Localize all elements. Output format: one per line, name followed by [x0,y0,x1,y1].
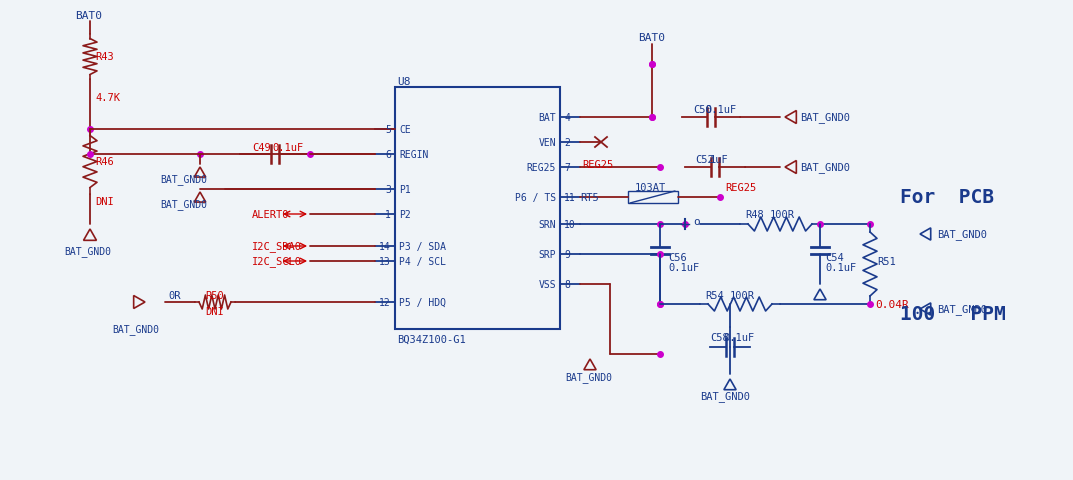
Text: BQ34Z100-G1: BQ34Z100-G1 [397,334,466,344]
Text: BAT_GND0: BAT_GND0 [565,372,612,383]
Text: 0.1uF: 0.1uF [705,105,736,115]
Text: 3: 3 [385,185,391,194]
Text: DNI: DNI [205,306,224,316]
Text: REG25: REG25 [527,163,556,173]
Text: 4.7K: 4.7K [95,93,120,103]
Text: C56: C56 [668,252,687,263]
Text: C54: C54 [825,252,843,263]
Text: BAT_GND0: BAT_GND0 [800,112,850,123]
Text: SRP: SRP [539,250,556,260]
Text: C58: C58 [710,332,729,342]
Text: P2: P2 [399,210,411,219]
Text: 11: 11 [564,192,576,203]
Text: 7: 7 [564,163,570,173]
Text: BAT_GND0: BAT_GND0 [700,391,750,402]
Text: 100R: 100R [770,210,795,219]
Text: 103AT: 103AT [635,182,666,192]
Text: REGIN: REGIN [399,150,428,160]
Text: o: o [693,216,700,227]
Text: VEN: VEN [539,138,556,148]
Text: 100R: 100R [730,290,755,300]
Text: 13: 13 [379,256,391,266]
Text: CE: CE [399,125,411,135]
Text: 8: 8 [564,279,570,289]
Text: C50: C50 [693,105,711,115]
Text: BAT_GND0: BAT_GND0 [800,162,850,173]
Text: BAT_GND0: BAT_GND0 [112,324,159,335]
Text: REG25: REG25 [725,182,756,192]
Text: 14: 14 [379,241,391,252]
Text: 0.1uF: 0.1uF [825,263,856,273]
Text: 1: 1 [385,210,391,219]
Text: BAT_GND0: BAT_GND0 [160,174,207,185]
Text: 1uF: 1uF [710,155,729,165]
Text: C49: C49 [252,143,270,153]
Text: R46: R46 [95,156,114,167]
Text: BAT_GND0: BAT_GND0 [937,304,987,315]
Text: U8: U8 [397,77,411,87]
Text: R51: R51 [877,256,896,266]
Text: 5: 5 [385,125,391,135]
Text: R48: R48 [745,210,764,219]
Text: 10: 10 [564,219,576,229]
Text: BAT0: BAT0 [75,11,102,21]
Text: RT5: RT5 [580,192,599,203]
Text: 4: 4 [564,113,570,123]
Text: DNI: DNI [95,197,114,206]
Text: I2C_SDA0: I2C_SDA0 [252,241,302,252]
Text: 2: 2 [564,138,570,148]
Text: 0.1uF: 0.1uF [271,143,304,153]
Text: ALERT0: ALERT0 [252,210,290,219]
Text: SRN: SRN [539,219,556,229]
Text: 0.1uF: 0.1uF [668,263,700,273]
Text: P1: P1 [399,185,411,194]
Text: P5 / HDQ: P5 / HDQ [399,298,446,307]
Text: P6 / TS: P6 / TS [515,192,556,203]
Text: 0.04R: 0.04R [874,300,909,309]
Text: 6: 6 [385,150,391,160]
Text: VSS: VSS [539,279,556,289]
Text: R54: R54 [705,290,724,300]
Text: BAT: BAT [539,113,556,123]
Text: P4 / SCL: P4 / SCL [399,256,446,266]
Text: 0R: 0R [168,290,180,300]
Text: REG25: REG25 [582,160,614,169]
Text: P3 / SDA: P3 / SDA [399,241,446,252]
Text: I2C_SCL0: I2C_SCL0 [252,256,302,267]
Text: BAT_GND0: BAT_GND0 [160,199,207,210]
Text: 9: 9 [564,250,570,260]
Text: C52: C52 [695,155,714,165]
Text: For  PCB: For PCB [900,188,994,207]
Text: R50: R50 [205,290,224,300]
Text: BAT_GND0: BAT_GND0 [64,246,111,257]
Text: 12: 12 [379,298,391,307]
Text: 100   PPM: 100 PPM [900,305,1005,324]
Text: R43: R43 [95,52,114,62]
Text: 0.1uF: 0.1uF [723,332,754,342]
Text: BAT_GND0: BAT_GND0 [937,229,987,240]
Text: BAT0: BAT0 [638,33,665,43]
